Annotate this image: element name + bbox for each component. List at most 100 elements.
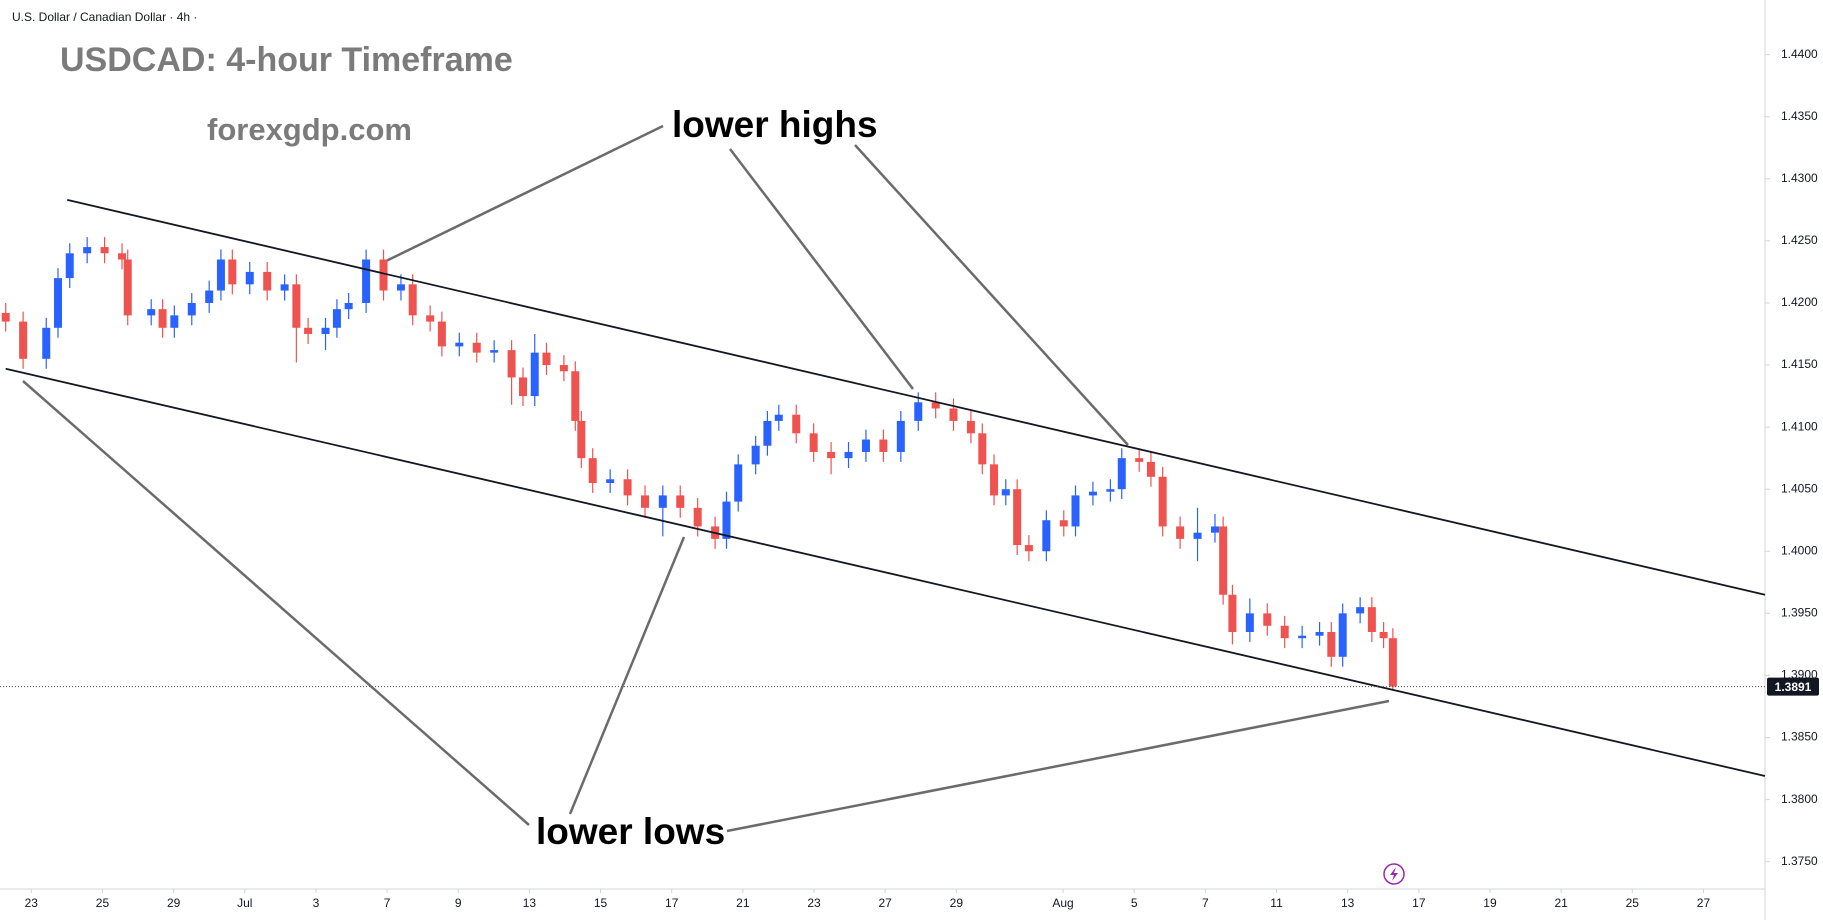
x-tick-label: 19 bbox=[1483, 896, 1497, 910]
candle-body bbox=[437, 321, 446, 347]
candle-body bbox=[606, 479, 615, 483]
candle-body bbox=[914, 402, 923, 421]
chart-subtitle: forexgdp.com bbox=[207, 112, 412, 147]
candle-body bbox=[158, 309, 167, 328]
y-tick-label: 1.4000 bbox=[1781, 543, 1818, 557]
y-tick-label: 1.3750 bbox=[1781, 854, 1818, 868]
candle-body bbox=[577, 420, 586, 459]
candle-body bbox=[1228, 594, 1237, 632]
x-tick-label: 17 bbox=[665, 896, 679, 910]
x-tick-label: 23 bbox=[807, 896, 821, 910]
x-tick-label: 15 bbox=[594, 896, 608, 910]
candle-body bbox=[751, 445, 760, 465]
x-tick-label: 7 bbox=[1202, 896, 1209, 910]
candle-body bbox=[1219, 526, 1228, 595]
candle-body bbox=[1042, 520, 1051, 552]
candle-body bbox=[1117, 458, 1126, 490]
candle-body bbox=[774, 414, 783, 421]
candle-body bbox=[792, 414, 801, 434]
candle-body bbox=[879, 439, 888, 452]
x-tick-label: 29 bbox=[950, 896, 964, 910]
candle-body bbox=[827, 451, 836, 459]
last-price-box bbox=[1767, 677, 1819, 696]
annotation: lower lows bbox=[536, 811, 725, 852]
candle-body bbox=[123, 259, 132, 316]
candle-body bbox=[1146, 461, 1155, 477]
annotation: lower highs bbox=[672, 104, 878, 145]
candle-body bbox=[1, 312, 10, 322]
chart-title: USDCAD: 4-hour Timeframe bbox=[60, 41, 513, 79]
chart-header: U.S. Dollar / Canadian Dollar · 4h · bbox=[12, 10, 197, 24]
candle-body bbox=[1298, 635, 1307, 639]
candle-body bbox=[734, 464, 743, 502]
y-tick-label: 1.4050 bbox=[1781, 481, 1818, 495]
x-tick-label: 25 bbox=[96, 896, 110, 910]
x-tick-label: 3 bbox=[313, 896, 320, 910]
candle-body bbox=[1210, 526, 1219, 533]
candle-body bbox=[844, 451, 853, 459]
x-tick-label: Aug bbox=[1052, 896, 1073, 910]
candle-body bbox=[1001, 489, 1010, 496]
candle-body bbox=[623, 479, 632, 496]
candle-body bbox=[83, 247, 92, 254]
candle-body bbox=[1106, 489, 1115, 492]
candle-body bbox=[118, 253, 127, 260]
candle-body bbox=[693, 507, 702, 527]
y-tick-label: 1.3800 bbox=[1781, 792, 1818, 806]
trend-line bbox=[5, 367, 1766, 777]
candle-body bbox=[1071, 495, 1080, 527]
candle-body bbox=[1263, 613, 1272, 626]
pointer-line bbox=[854, 144, 1129, 446]
candle-body bbox=[861, 439, 870, 452]
y-tick-label: 1.3850 bbox=[1781, 730, 1818, 744]
pointer-line bbox=[729, 148, 914, 390]
candle-body bbox=[426, 315, 435, 322]
candle-body bbox=[1245, 613, 1254, 632]
y-tick-label: 1.4400 bbox=[1781, 47, 1818, 61]
x-tick-label: Jul bbox=[237, 896, 252, 910]
candle-body bbox=[245, 271, 254, 285]
candle-body bbox=[809, 433, 818, 452]
candle-body bbox=[228, 259, 237, 285]
pointer-line bbox=[726, 699, 1390, 833]
candle-body bbox=[896, 420, 905, 452]
x-tick-label: 21 bbox=[1554, 896, 1568, 910]
x-tick-label: 27 bbox=[1697, 896, 1711, 910]
x-tick-label: 25 bbox=[1626, 896, 1640, 910]
candle-body bbox=[588, 458, 597, 483]
icon-bolt bbox=[1390, 867, 1398, 881]
candle-body bbox=[19, 321, 28, 359]
candle-body bbox=[658, 495, 667, 508]
candle-body bbox=[978, 433, 987, 465]
candle-body bbox=[304, 327, 313, 334]
candle-body bbox=[507, 350, 516, 378]
candle-body bbox=[1388, 638, 1397, 687]
candle-body bbox=[1356, 607, 1365, 614]
candle-body bbox=[676, 495, 685, 508]
x-tick-label: 11 bbox=[1270, 896, 1283, 910]
candle-body bbox=[1327, 631, 1336, 657]
candle-body bbox=[542, 352, 551, 366]
candle-body bbox=[763, 420, 772, 446]
y-tick-label: 1.4250 bbox=[1781, 233, 1818, 247]
x-tick-label: 23 bbox=[25, 896, 39, 910]
x-tick-label: 21 bbox=[736, 896, 750, 910]
candle-body bbox=[722, 501, 731, 539]
candle-body bbox=[205, 290, 214, 303]
candle-body bbox=[1367, 607, 1376, 632]
candle-body bbox=[966, 420, 975, 434]
candle-body bbox=[1193, 532, 1202, 539]
candle-body bbox=[292, 284, 301, 328]
pointer-line bbox=[383, 124, 664, 264]
candle-body bbox=[1135, 458, 1144, 462]
lightning-icon[interactable] bbox=[1383, 863, 1405, 885]
candle-body bbox=[1158, 476, 1167, 527]
candle-body bbox=[1024, 545, 1033, 552]
candle-body bbox=[147, 309, 156, 316]
candle-body bbox=[530, 352, 539, 397]
y-tick-label: 1.4350 bbox=[1781, 109, 1818, 123]
candle-body bbox=[1059, 520, 1068, 527]
candle-body bbox=[379, 259, 388, 291]
